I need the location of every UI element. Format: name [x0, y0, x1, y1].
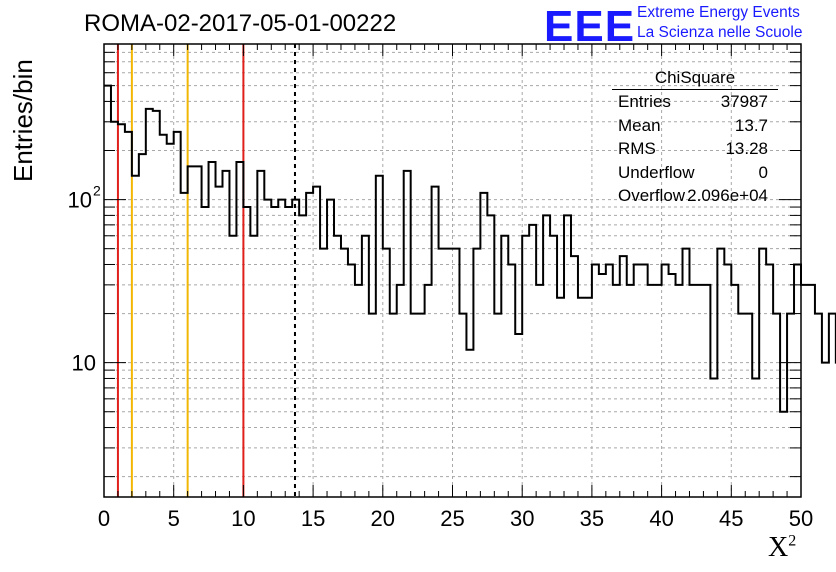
- stats-key: Overflow: [618, 186, 686, 205]
- x-tick-label: 20: [371, 506, 395, 531]
- stats-box: ChiSquare Entries 37987 Mean 13.7 RMS 13…: [612, 68, 778, 208]
- x-tick-label: 5: [168, 506, 180, 531]
- x-tick-label: 50: [789, 506, 813, 531]
- x-tick-label: 30: [510, 506, 534, 531]
- eee-logo: EEE: [544, 2, 636, 51]
- stats-row-underflow: Underflow 0: [612, 161, 778, 185]
- x-tick-label: 0: [98, 506, 110, 531]
- stats-value: 0: [758, 162, 768, 182]
- stats-key: Mean: [618, 115, 661, 135]
- stats-title: ChiSquare: [612, 68, 778, 90]
- stats-key: RMS: [618, 139, 656, 158]
- stats-value: 2.096e+04: [687, 186, 768, 205]
- y-axis-label: Entries/bin: [8, 59, 38, 182]
- y-tick-label-exponent: 2: [93, 183, 101, 199]
- stats-row-entries: Entries 37987: [612, 90, 778, 114]
- x-tick-label: 25: [440, 506, 464, 531]
- chart-title: ROMA-02-2017-05-01-00222: [84, 10, 397, 37]
- stats-key: Underflow: [618, 162, 695, 182]
- logo-line-2: La Scienza nelle Scuole: [637, 24, 803, 41]
- stats-value: 13.28: [725, 139, 768, 158]
- logo-line-1: Extreme Energy Events: [637, 4, 800, 21]
- y-tick-label: 10: [68, 188, 92, 213]
- x-tick-label: 35: [580, 506, 604, 531]
- stats-row-rms: RMS 13.28: [612, 137, 778, 161]
- stats-key: Entries: [618, 92, 671, 111]
- x-tick-label: 10: [231, 506, 255, 531]
- y-tick-label: 10: [72, 351, 96, 376]
- x-axis-label: X2: [768, 532, 797, 563]
- x-tick-label: 15: [301, 506, 325, 531]
- x-tick-label: 45: [719, 506, 743, 531]
- stats-row-mean: Mean 13.7: [612, 114, 778, 138]
- stats-row-overflow: Overflow 2.096e+04: [612, 184, 778, 208]
- stats-value: 37987: [720, 92, 768, 111]
- x-tick-label: 40: [649, 506, 673, 531]
- stats-value: 13.7: [734, 115, 768, 135]
